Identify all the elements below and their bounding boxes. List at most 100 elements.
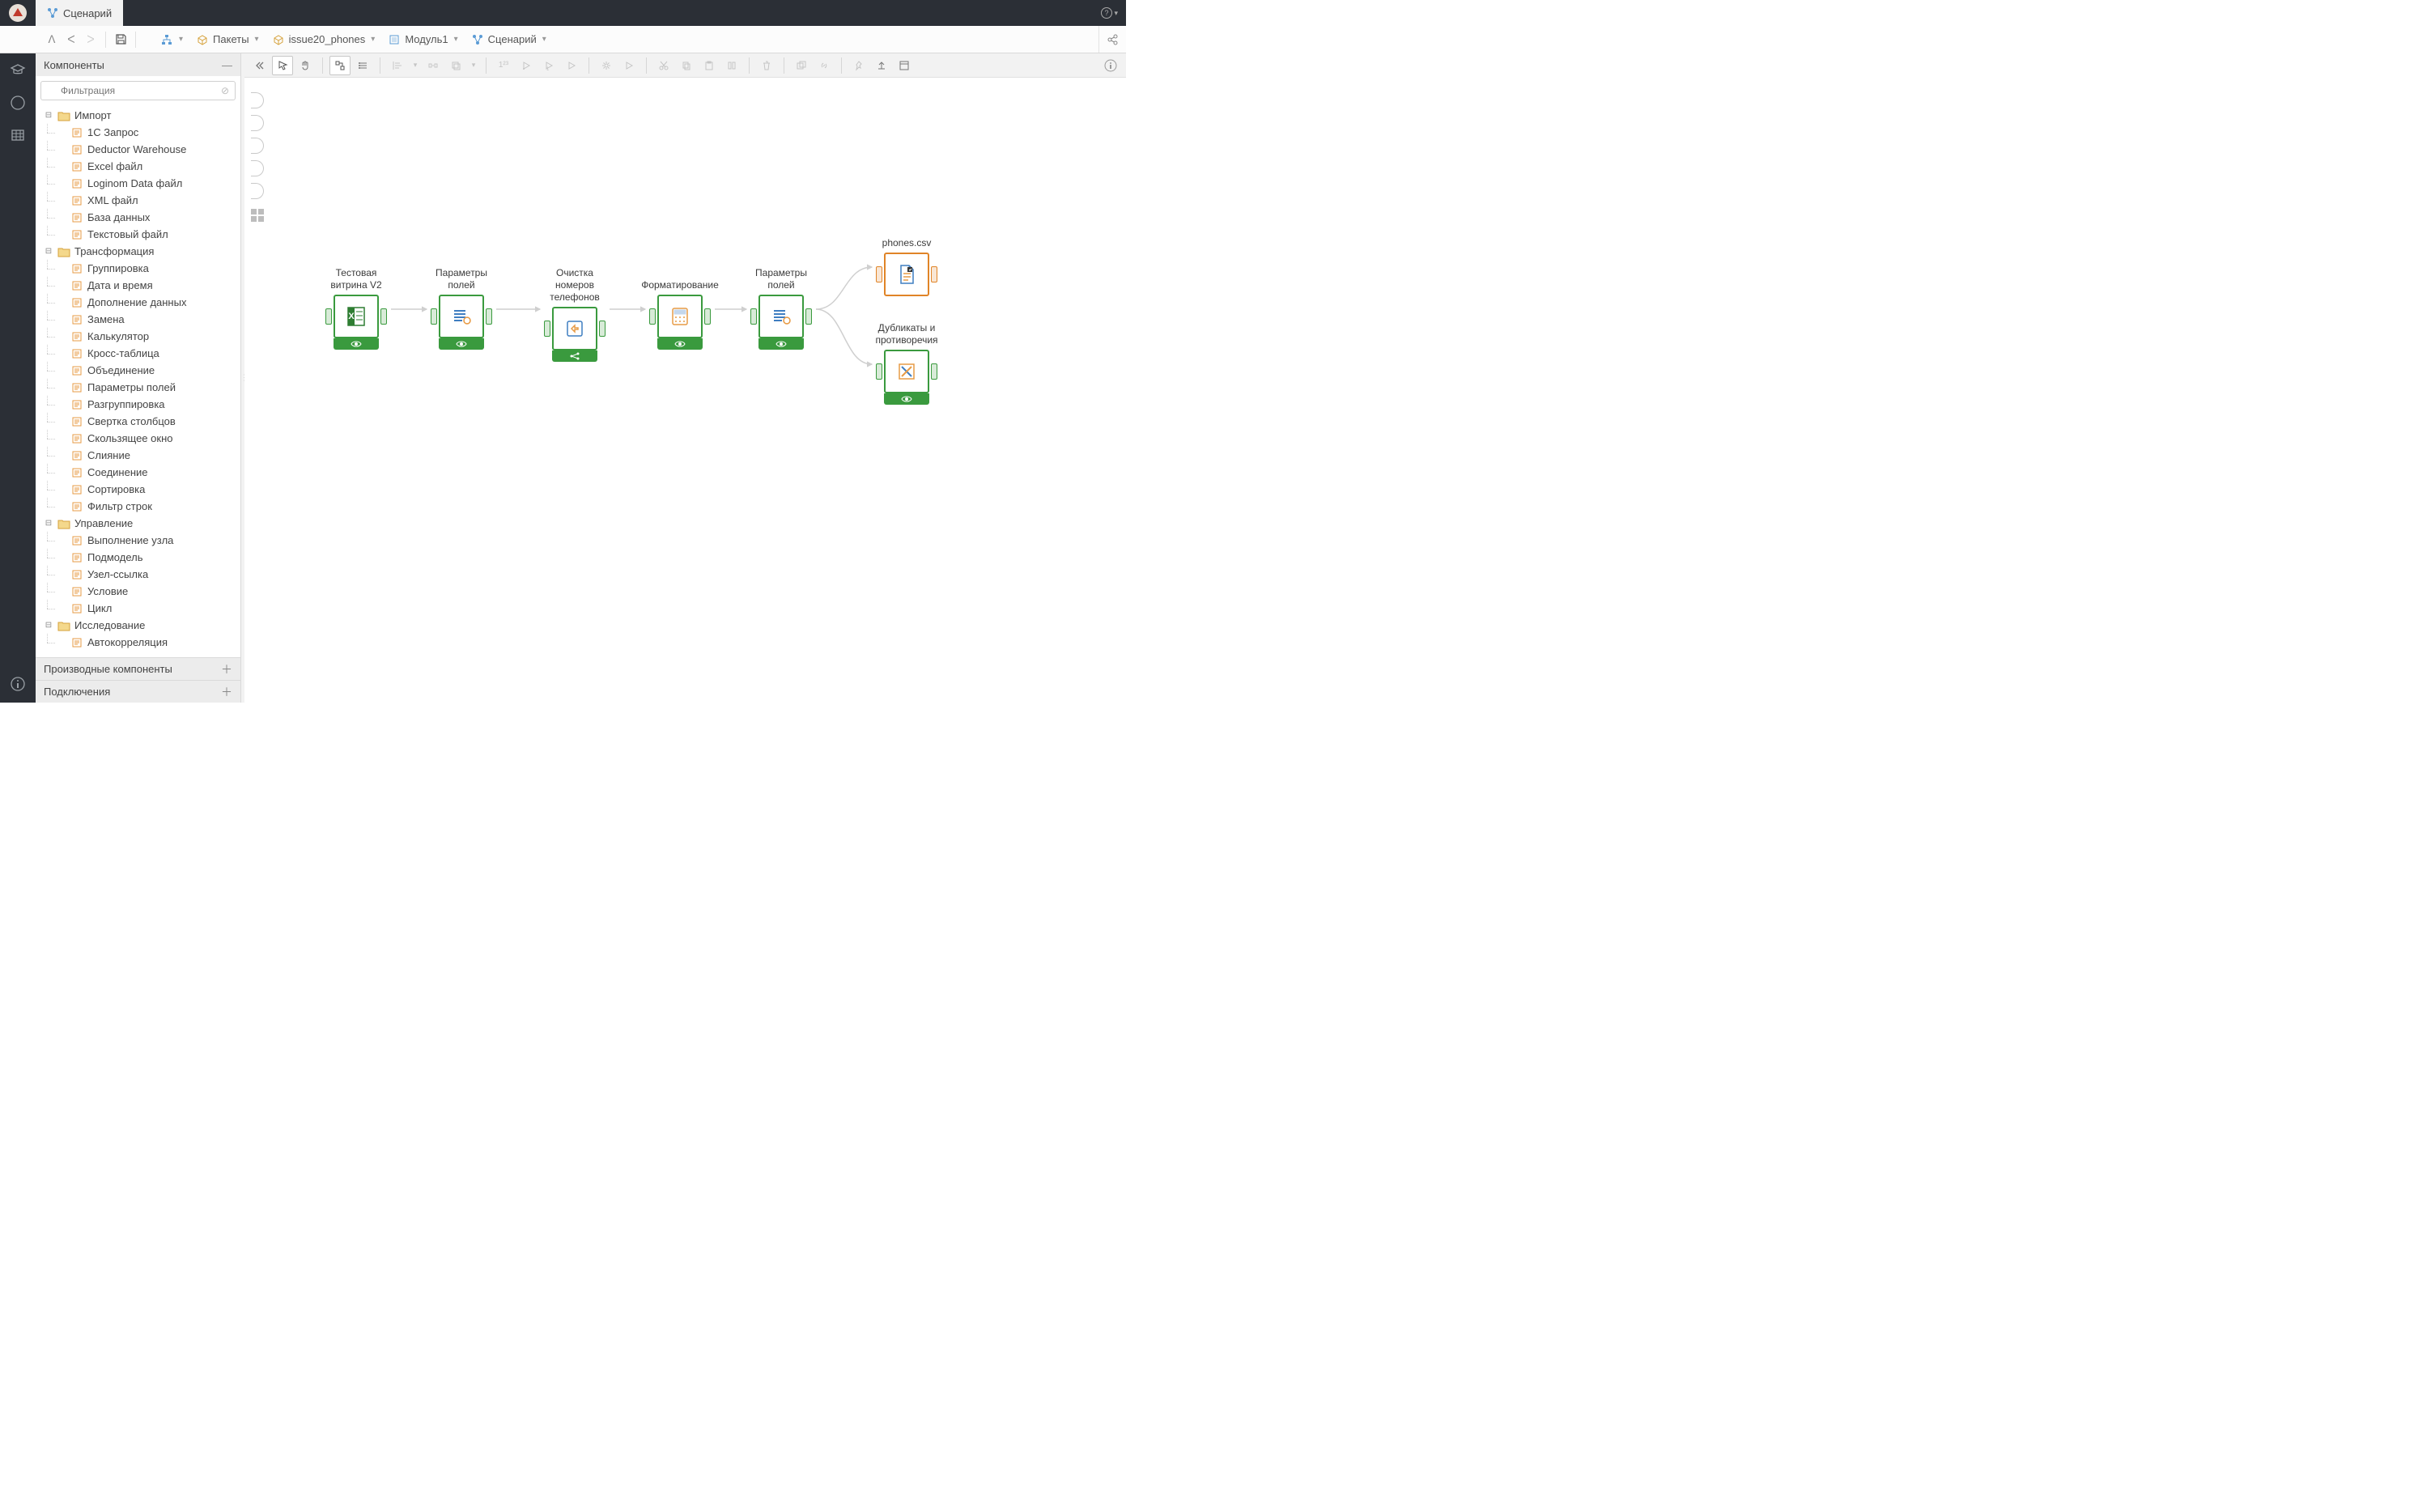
tree-group[interactable]: ⊟Исследование [40,617,240,634]
crumb-scenario[interactable]: Сценарий▾ [466,31,551,49]
tree-item[interactable]: Loginom Data файл [53,175,240,192]
tree-item[interactable]: Автокорреляция [53,634,240,651]
tree-item[interactable]: Соединение [53,464,240,481]
node-footer[interactable] [758,338,804,350]
input-port[interactable] [876,266,882,282]
tree-item[interactable]: Условие [53,583,240,600]
pointer-tool[interactable] [272,56,293,75]
connections-panel[interactable]: Подключения ＋ [36,680,240,703]
export-button[interactable] [871,56,892,75]
run-from-button[interactable] [561,56,582,75]
tree-group[interactable]: ⊟Управление [40,515,240,532]
rail-compass-icon[interactable] [7,92,28,113]
tree-item[interactable]: Подмодель [53,549,240,566]
tab-scenario[interactable]: Сценарий [36,0,123,26]
output-port[interactable] [599,321,606,337]
input-port[interactable] [649,308,656,325]
paste-button[interactable] [699,56,720,75]
link-button[interactable] [814,56,835,75]
tree-item[interactable]: Слияние [53,447,240,464]
outline-grid-icon[interactable] [251,209,264,222]
run-button[interactable] [516,56,537,75]
collapse-sidebar-button[interactable] [249,56,270,75]
tree-item[interactable]: Объединение [53,362,240,379]
tree-item[interactable]: Фильтр строк [53,498,240,515]
rail-graduation-icon[interactable] [7,60,28,81]
tree-item[interactable]: Замена [53,311,240,328]
renumber-button[interactable]: 1²³ [493,56,514,75]
tree-item[interactable]: Дополнение данных [53,294,240,311]
rail-table-icon[interactable] [7,125,28,146]
clear-filter-button[interactable]: ⊘ [221,85,229,96]
play-button[interactable] [618,56,639,75]
tree-item[interactable]: Узел-ссылка [53,566,240,583]
fullscreen-button[interactable] [894,56,915,75]
workflow-node[interactable]: Форматирование [652,267,708,350]
output-port[interactable] [805,308,812,325]
run-to-button[interactable]: 1 [538,56,559,75]
workflow-node[interactable]: Очистка номеров телефонов [546,267,603,362]
input-port[interactable] [876,363,882,380]
crumb-packages[interactable]: Пакеты▾ [191,31,264,49]
align-left-button[interactable] [387,56,408,75]
tree-item[interactable]: XML файл [53,192,240,209]
tree-item[interactable]: Группировка [53,260,240,277]
tree-item[interactable]: Deductor Warehouse [53,141,240,158]
align-dropdown[interactable]: ▾ [410,56,421,75]
copy-button[interactable] [676,56,697,75]
crumb-module[interactable]: Модуль1▾ [383,31,462,49]
workflow-canvas[interactable]: Тестовая витрина V2 X Параметры полей Оч… [244,78,1126,703]
tree-item[interactable]: Сортировка [53,481,240,498]
input-port[interactable] [325,308,332,325]
auto-layout-button[interactable] [329,56,351,75]
output-port[interactable] [486,308,492,325]
group-button[interactable] [791,56,812,75]
tree-item[interactable]: Цикл [53,600,240,617]
crumb-root[interactable]: ▾ [155,31,188,49]
tree-item[interactable]: База данных [53,209,240,226]
nav-forward-button[interactable]: ᐳ [81,30,100,49]
workflow-node[interactable]: Тестовая витрина V2 X [328,267,385,350]
workflow-node[interactable]: Параметры полей [753,267,809,350]
node-footer[interactable] [657,338,703,350]
tree-item[interactable]: Калькулятор [53,328,240,345]
rail-info-icon[interactable] [7,673,28,694]
node-footer[interactable] [334,338,379,350]
node-footer[interactable] [439,338,484,350]
find-button[interactable] [721,56,742,75]
save-button[interactable] [111,30,130,49]
delete-button[interactable] [756,56,777,75]
collapse-components-button[interactable]: — [222,59,232,71]
settings-button[interactable] [596,56,617,75]
filter-input[interactable] [40,81,236,100]
share-button[interactable] [1098,26,1126,53]
hand-tool[interactable] [295,56,316,75]
add-connection-button[interactable]: ＋ [221,684,232,700]
tree-item[interactable]: Скользящее окно [53,430,240,447]
outline-shape-icon[interactable] [251,92,264,108]
pin-button[interactable] [848,56,869,75]
tree-item[interactable]: Выполнение узла [53,532,240,549]
tree-item[interactable]: Параметры полей [53,379,240,396]
nav-up-button[interactable]: ᐱ [42,30,62,49]
tree-group[interactable]: ⊟Импорт [40,107,240,124]
stack-dropdown[interactable]: ▾ [468,56,479,75]
tree-item[interactable]: Текстовый файл [53,226,240,243]
tree-item[interactable]: Свертка столбцов [53,413,240,430]
node-footer[interactable] [552,350,597,362]
node-footer[interactable] [884,393,929,405]
help-button[interactable]: ? ▾ [1093,7,1126,19]
workflow-node[interactable]: Параметры полей [433,267,490,350]
outline-shape-icon[interactable] [251,138,264,154]
stack-button[interactable] [445,56,466,75]
distribute-button[interactable] [423,56,444,75]
workflow-node[interactable]: Дубликаты и противоречия [878,322,935,405]
tree-item[interactable]: Дата и время [53,277,240,294]
add-derived-button[interactable]: ＋ [221,661,232,677]
cut-button[interactable] [653,56,674,75]
output-port[interactable] [704,308,711,325]
tree-item[interactable]: Кросс-таблица [53,345,240,362]
workflow-node[interactable]: phones.csv [878,225,935,296]
input-port[interactable] [431,308,437,325]
tree-item[interactable]: Разгруппировка [53,396,240,413]
